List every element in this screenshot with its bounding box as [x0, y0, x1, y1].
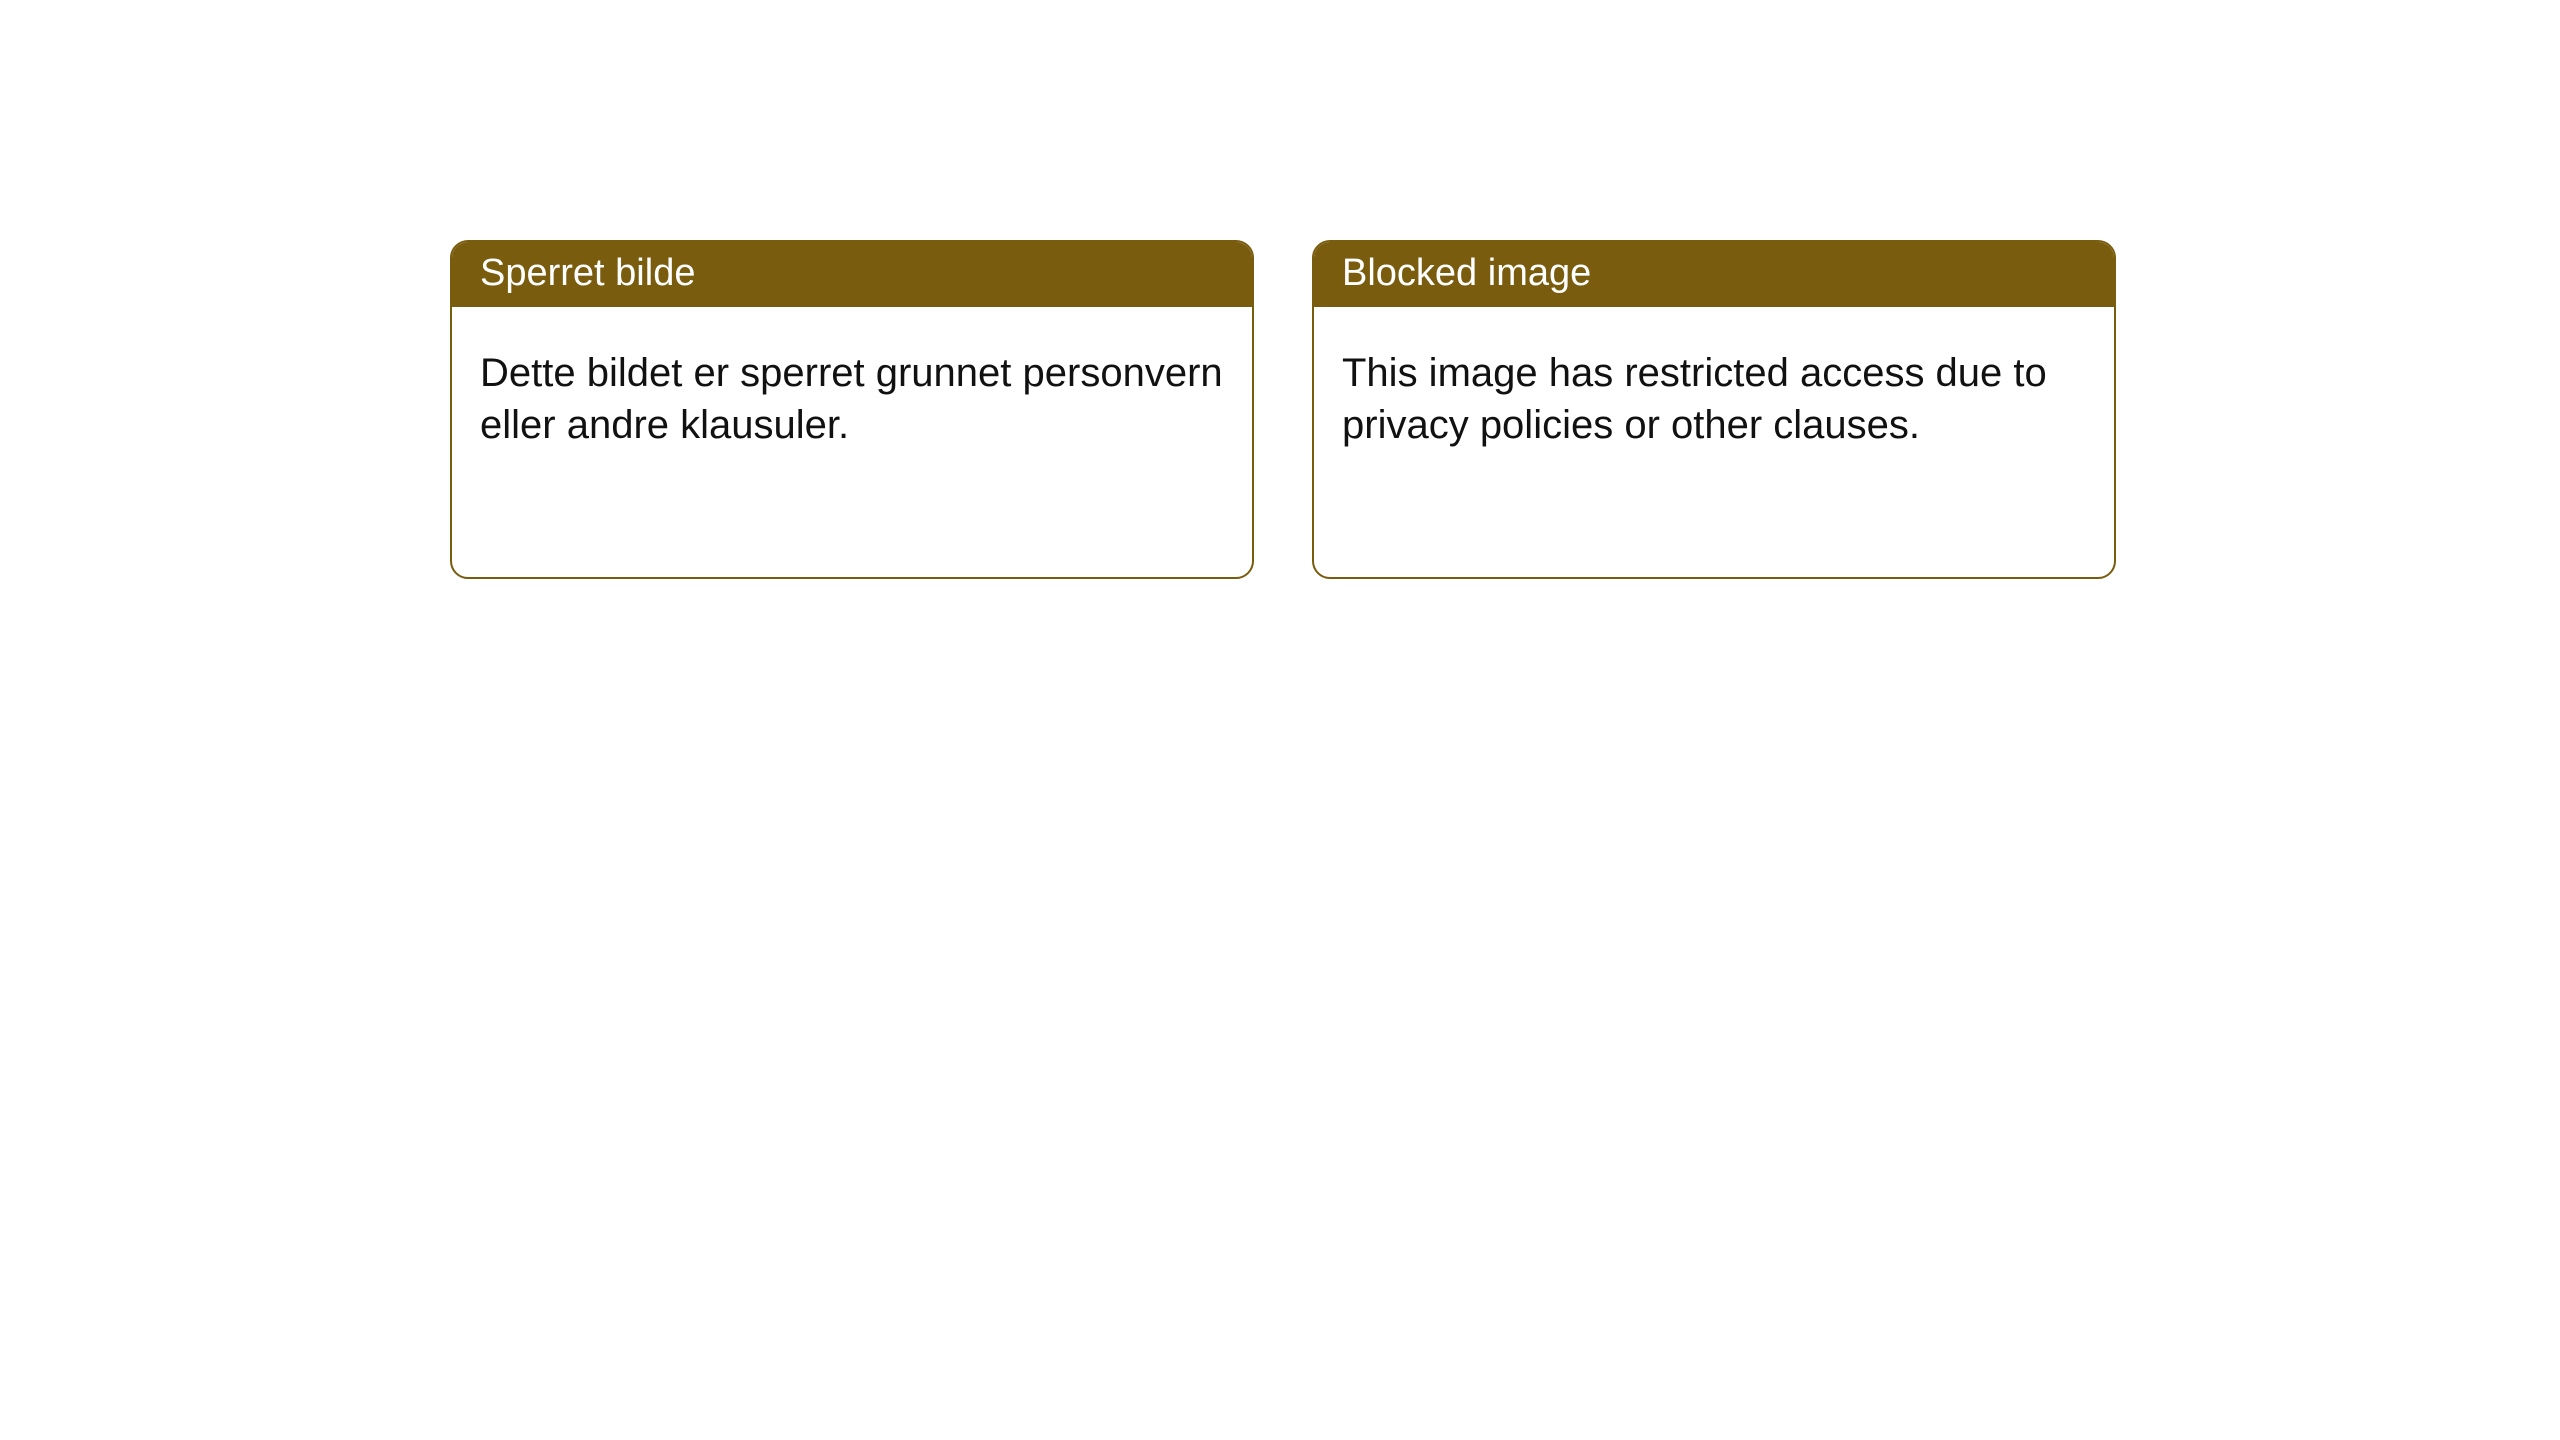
card-title-no: Sperret bilde — [452, 242, 1252, 307]
notice-container: Sperret bilde Dette bildet er sperret gr… — [0, 0, 2560, 579]
card-title-en: Blocked image — [1314, 242, 2114, 307]
blocked-image-card-no: Sperret bilde Dette bildet er sperret gr… — [450, 240, 1254, 579]
blocked-image-card-en: Blocked image This image has restricted … — [1312, 240, 2116, 579]
card-body-no: Dette bildet er sperret grunnet personve… — [452, 307, 1252, 577]
card-body-en: This image has restricted access due to … — [1314, 307, 2114, 577]
